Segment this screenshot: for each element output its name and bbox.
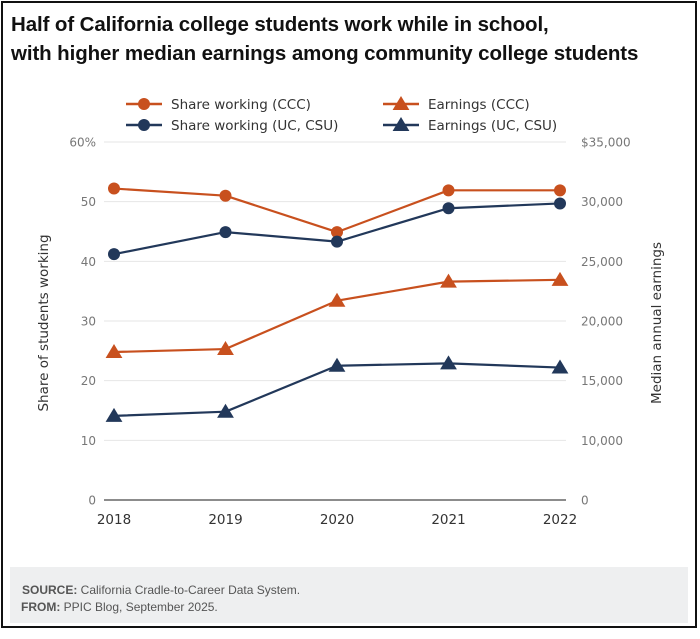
from-note: FROM: PPIC Blog, September 2025. bbox=[21, 599, 676, 616]
data-point-triangle bbox=[217, 341, 234, 356]
data-point-triangle bbox=[328, 292, 346, 307]
left-axis-title: Share of students working bbox=[36, 234, 52, 411]
data-point-circle bbox=[219, 226, 232, 239]
data-point-triangle bbox=[551, 359, 569, 374]
data-point-circle bbox=[554, 184, 566, 197]
data-point-circle bbox=[108, 182, 120, 195]
x-axis-tick-label: 2022 bbox=[543, 512, 577, 528]
left-axis-tick-label: 50 bbox=[81, 195, 96, 209]
data-point-circle bbox=[331, 226, 343, 239]
right-axis-tick-label: 25,000 bbox=[581, 255, 623, 269]
series-line bbox=[113, 187, 560, 234]
legend-item: Share working (CCC) bbox=[126, 97, 311, 113]
left-axis-tick-label: 40 bbox=[81, 255, 96, 269]
data-point-triangle bbox=[440, 273, 457, 288]
right-axis-tick-label: $35,000 bbox=[581, 136, 631, 150]
source-text: California Cradle-to-Career Data System. bbox=[77, 583, 301, 597]
data-point-circle bbox=[442, 202, 455, 215]
from-text: PPIC Blog, September 2025. bbox=[60, 599, 218, 614]
right-axis-title: Median annual earnings bbox=[649, 242, 665, 404]
data-point-triangle bbox=[440, 355, 457, 370]
right-axis-tick-label: 10,000 bbox=[581, 434, 623, 448]
series-earnings-ccc bbox=[105, 271, 569, 359]
legend-triangle-marker bbox=[392, 117, 410, 131]
chart-title-line-1: Half of California college students work… bbox=[11, 13, 549, 36]
chart-title: Half of California college students work… bbox=[11, 10, 691, 68]
legend-item: Earnings (UC, CSU) bbox=[383, 117, 557, 134]
series-line bbox=[113, 278, 561, 354]
left-axis-tick-label: 30 bbox=[81, 315, 96, 329]
x-axis-tick-label: 2021 bbox=[431, 512, 465, 528]
legend: Share working (CCC) Share working (UC, CS… bbox=[126, 96, 557, 134]
left-axis-tick-label: 20 bbox=[81, 374, 96, 388]
data-point-circle bbox=[554, 197, 566, 210]
data-point-circle bbox=[108, 248, 120, 261]
legend-label: Earnings (UC, CSU) bbox=[428, 118, 557, 134]
legend-circle-marker bbox=[138, 119, 150, 131]
x-axis-tick-label: 2018 bbox=[97, 512, 131, 528]
right-axis-tick-label: 0 bbox=[581, 494, 589, 508]
series-group bbox=[105, 182, 569, 422]
data-point-triangle bbox=[551, 271, 569, 286]
chart-frame bbox=[1, 1, 697, 628]
right-axis-tick-label: 20,000 bbox=[581, 315, 623, 329]
data-point-circle bbox=[442, 184, 455, 197]
legend-label: Earnings (CCC) bbox=[428, 97, 530, 113]
footer-notes: SOURCE: California Cradle-to-Career Data… bbox=[10, 567, 688, 623]
axes: 0 10 20 30 40 50 60% 0 10,000 15,000 20,000 25,000 3… bbox=[36, 136, 665, 529]
left-axis-tick-label: 60% bbox=[69, 136, 96, 150]
data-point-circle bbox=[331, 235, 343, 248]
right-axis-tick-label: 15,000 bbox=[581, 374, 623, 388]
legend-triangle-marker bbox=[392, 96, 410, 110]
data-point-triangle bbox=[105, 407, 123, 422]
legend-item: Share working (UC, CSU) bbox=[126, 118, 338, 134]
x-axis-tick-label: 2020 bbox=[320, 512, 354, 528]
x-axis-tick-label: 2019 bbox=[208, 512, 242, 528]
data-point-circle bbox=[219, 189, 232, 202]
chart-title-line-2: with higher median earnings among commun… bbox=[11, 42, 639, 65]
legend-label: Share working (CCC) bbox=[171, 97, 311, 113]
legend-label: Share working (UC, CSU) bbox=[171, 118, 338, 134]
series-share-working-uc-csu bbox=[108, 197, 566, 261]
legend-item: Earnings (CCC) bbox=[383, 96, 530, 113]
left-axis-tick-label: 10 bbox=[81, 434, 96, 448]
left-axis-tick-label: 0 bbox=[88, 494, 96, 508]
series-earnings-uc-csu bbox=[105, 355, 569, 422]
data-point-triangle bbox=[328, 357, 346, 372]
series-share-working-ccc bbox=[108, 182, 566, 239]
source-note: SOURCE: California Cradle-to-Career Data… bbox=[22, 582, 676, 599]
data-point-triangle bbox=[105, 344, 123, 359]
legend-circle-marker bbox=[138, 98, 150, 110]
data-point-triangle bbox=[217, 403, 234, 418]
source-label: SOURCE: bbox=[22, 583, 78, 597]
right-axis-tick-label: 30,000 bbox=[581, 195, 623, 209]
gridlines bbox=[104, 141, 566, 441]
from-label: FROM: bbox=[21, 599, 61, 614]
